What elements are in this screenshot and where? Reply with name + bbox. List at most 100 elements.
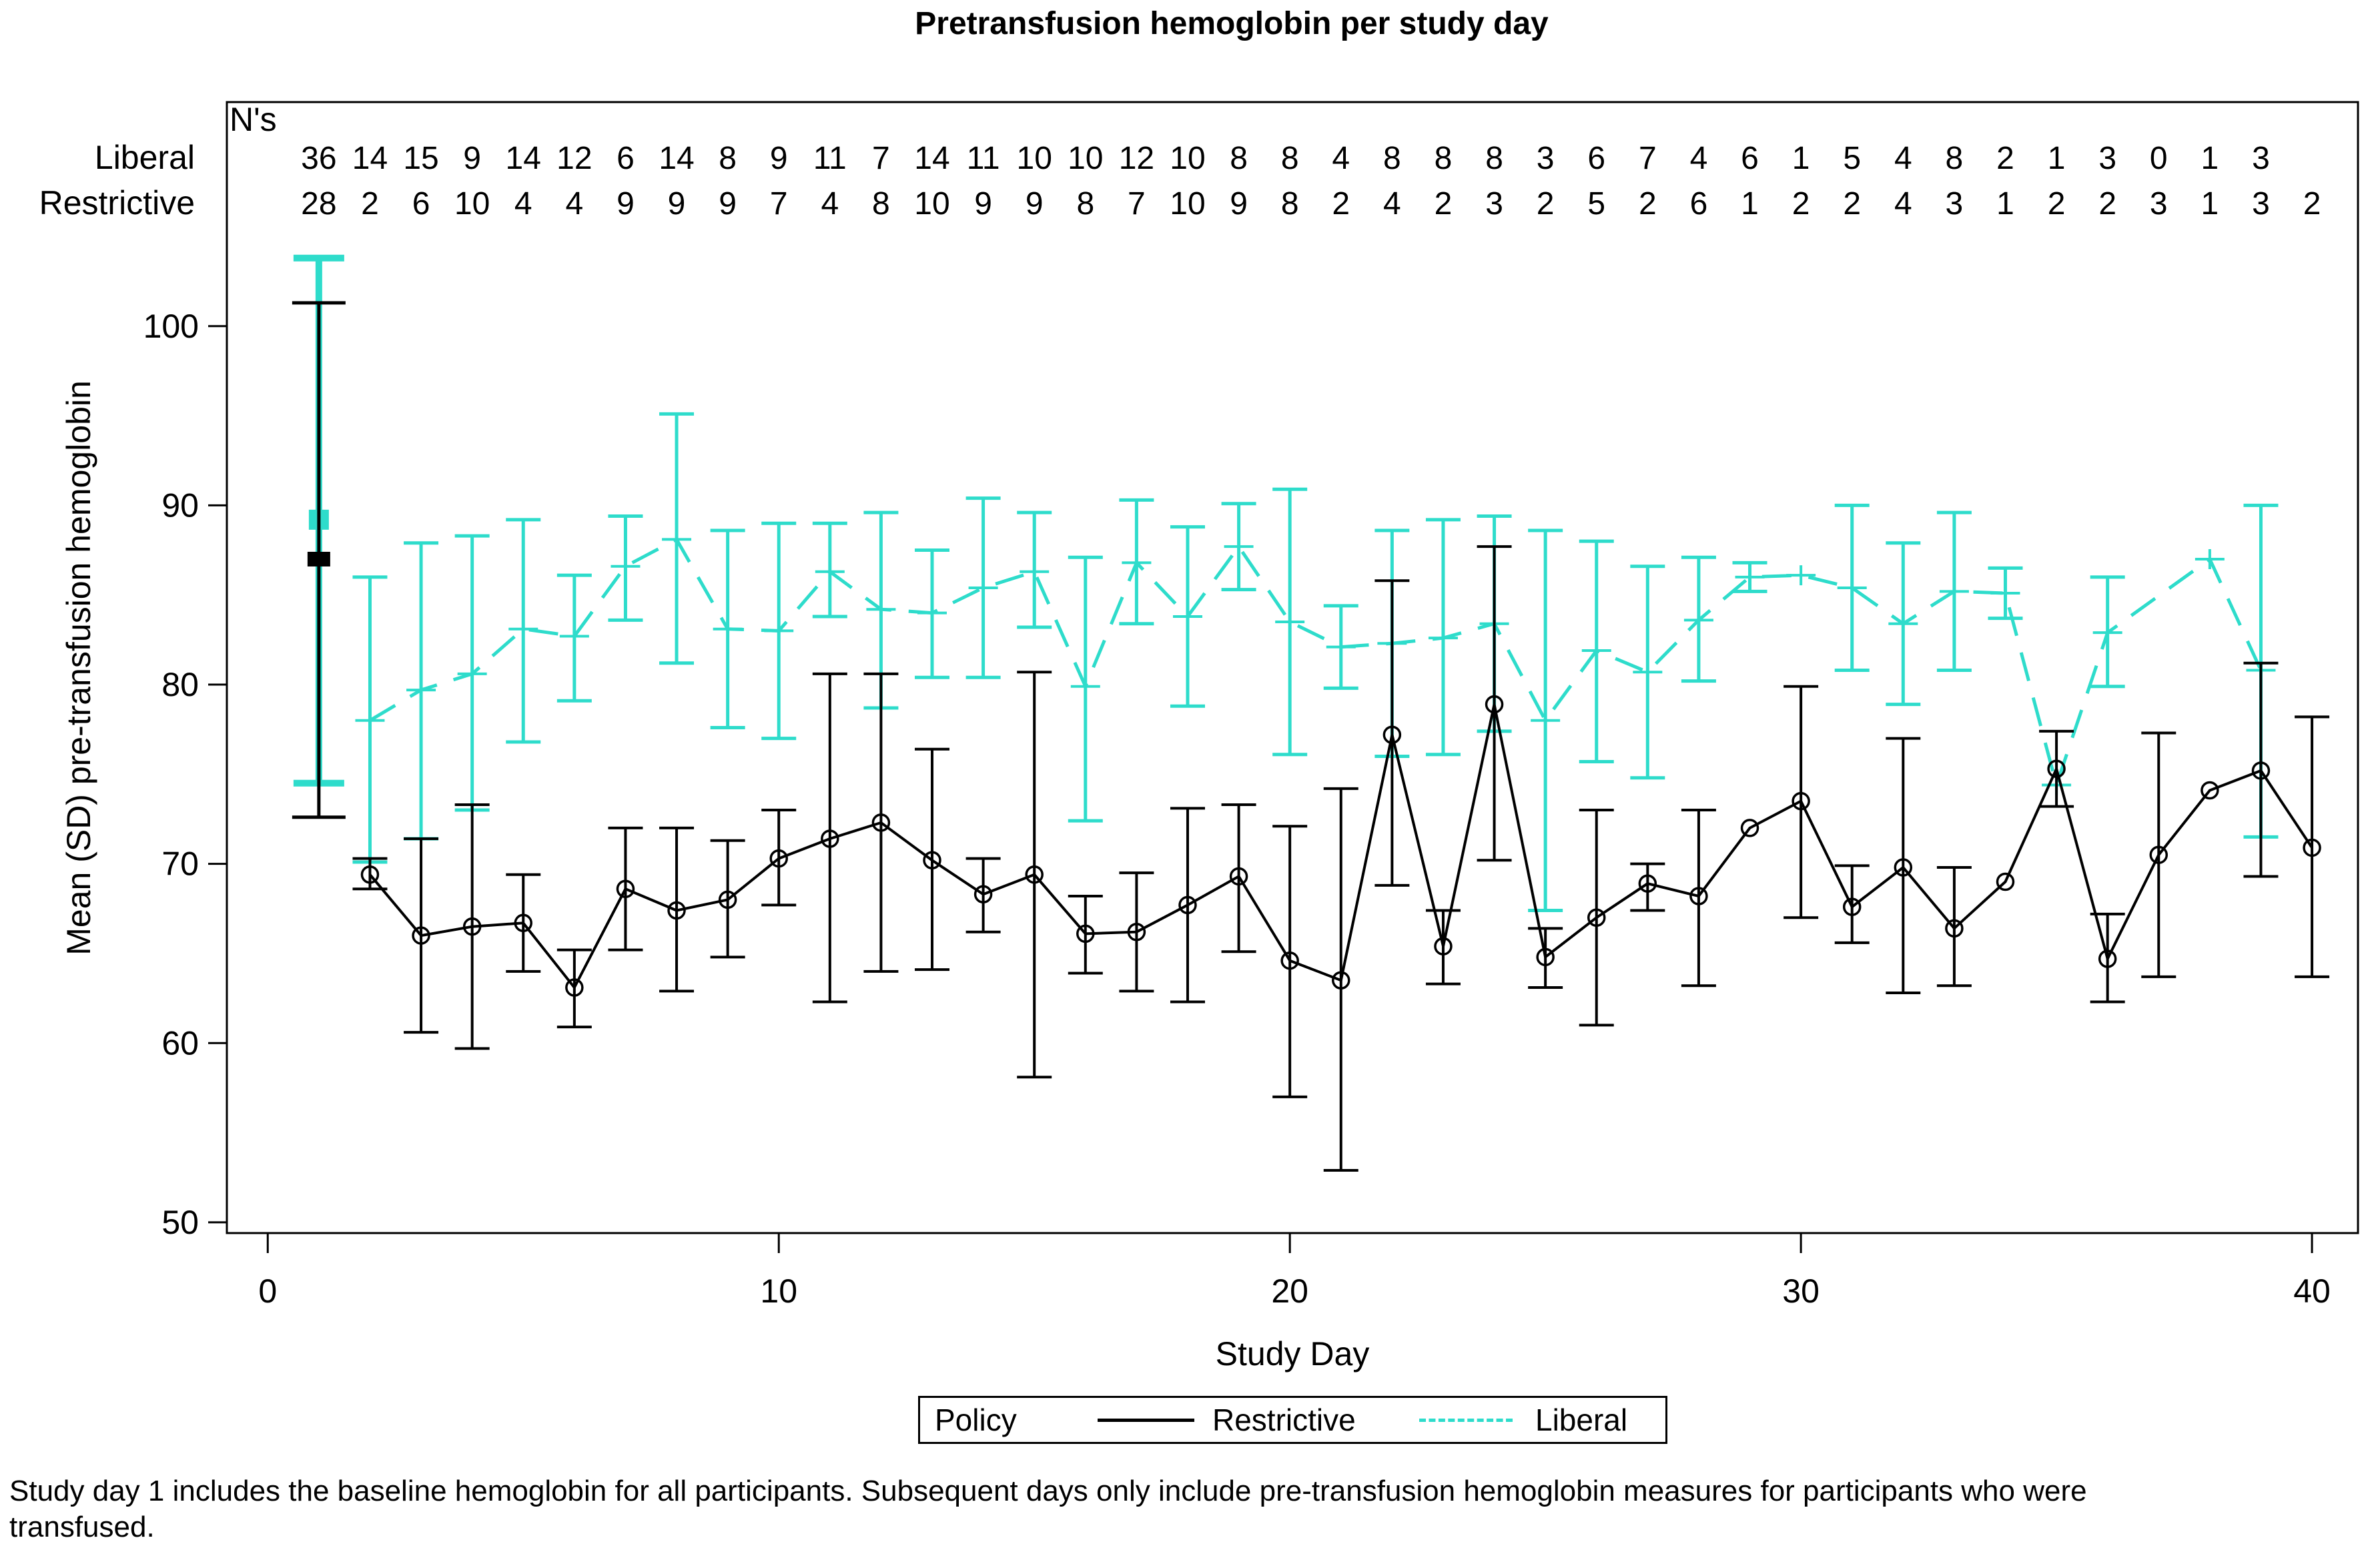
ns-value: 5 (1843, 141, 1861, 176)
baseline-square-marker (307, 551, 330, 566)
error-bar (1374, 579, 1410, 887)
ns-value: 5 (1587, 186, 1605, 222)
ns-value: 9 (668, 186, 686, 222)
mean-marker-circle (1587, 908, 1606, 927)
ns-value: 2 (1639, 186, 1657, 222)
ns-value: 36 (301, 141, 336, 176)
mean-marker-circle (923, 851, 941, 870)
ns-value: 0 (2150, 141, 2168, 176)
ns-value: 8 (1946, 141, 1964, 176)
mean-marker-circle (973, 885, 993, 904)
mean-marker-circle (462, 917, 482, 936)
ns-value: 15 (403, 141, 438, 176)
ns-value: 3 (2098, 141, 2116, 176)
ns-value: 1 (1792, 141, 1810, 176)
y-tick-label: 70 (161, 845, 199, 883)
mean-marker-circle (1332, 971, 1350, 990)
ns-value: 1 (2201, 141, 2219, 176)
mean-marker-circle (514, 913, 532, 933)
ns-value: 11 (967, 141, 1000, 176)
ns-value: 2 (2048, 186, 2066, 222)
series-liberal (293, 254, 2279, 912)
ns-value: 10 (1170, 186, 1205, 222)
ns-value: 10 (1170, 141, 1205, 176)
error-bar (1425, 909, 1461, 986)
footnote: Study day 1 includes the baseline hemogl… (9, 1475, 2087, 1542)
ns-value: 6 (1690, 186, 1708, 222)
ns-value: 7 (1128, 186, 1146, 222)
mean-marker-circle (412, 926, 430, 945)
mean-marker-circle (2201, 781, 2219, 800)
mean-marker-circle (769, 849, 788, 868)
mean-marker-circle (1842, 897, 1862, 916)
mean-marker-circle (1894, 858, 1913, 877)
ns-value: 2 (1843, 186, 1861, 222)
ns-value: 6 (1587, 141, 1605, 176)
ns-header: N's (230, 101, 277, 138)
legend-box: Policy Restrictive Liberal (918, 1396, 1667, 1444)
mean-marker-circle (1178, 895, 1197, 915)
ns-value: 14 (659, 141, 694, 176)
ns-value: 2 (2303, 186, 2321, 222)
ns-value: 2 (1996, 141, 2014, 176)
x-tick-label: 0 (258, 1272, 277, 1310)
mean-marker-circle (1689, 887, 1708, 905)
ns-value: 9 (617, 186, 635, 222)
mean-marker-circle (565, 978, 584, 997)
mean-marker-circle (360, 865, 380, 884)
ns-value: 8 (1230, 141, 1248, 176)
ns-value: 14 (352, 141, 388, 176)
ns-value: 6 (617, 141, 635, 176)
ns-value: 3 (2252, 141, 2270, 176)
ns-value: 8 (1076, 186, 1094, 222)
y-tick-label: 50 (161, 1204, 199, 1241)
x-tick-label: 40 (2293, 1272, 2331, 1310)
ns-value: 4 (1383, 186, 1401, 222)
plot-frame (226, 101, 2359, 1234)
ns-value: 10 (454, 186, 490, 222)
ns-value: 1 (1741, 186, 1759, 222)
ns-value: 10 (1017, 141, 1052, 176)
mean-marker-circle (1485, 695, 1504, 714)
ns-value: 12 (1119, 141, 1154, 176)
mean-marker-circle (1792, 791, 1810, 811)
ns-value: 8 (872, 186, 890, 222)
ns-value: 3 (2150, 186, 2168, 222)
ns-value: 7 (1639, 141, 1657, 176)
y-tick-label: 60 (161, 1024, 199, 1062)
ns-value: 1 (1996, 186, 2014, 222)
chart-title: Pretransfusion hemoglobin per study day (915, 6, 1549, 41)
ns-value: 7 (770, 186, 788, 222)
mean-marker-circle (1536, 947, 1555, 967)
ns-value: 8 (719, 141, 737, 176)
ns-value: 4 (1690, 141, 1708, 176)
ns-value: 1 (2048, 141, 2066, 176)
ns-value: 9 (770, 141, 788, 176)
ns-value: 7 (872, 141, 890, 176)
ns-value: 4 (1894, 186, 1912, 222)
mean-marker-circle (1996, 872, 2015, 891)
ns-value: 8 (1383, 141, 1401, 176)
ns-value: 4 (821, 186, 839, 222)
mean-marker-circle (2303, 838, 2321, 857)
mean-marker-circle (1434, 937, 1453, 955)
mean-marker-circle (871, 813, 891, 832)
x-tick-label: 10 (760, 1272, 797, 1310)
ns-value: 9 (463, 141, 481, 176)
error-bar (1477, 545, 1512, 862)
mean-marker-circle (2098, 949, 2117, 968)
y-tick-label: 90 (161, 486, 199, 524)
ns-value: 14 (914, 141, 949, 176)
ns-value: 2 (1792, 186, 1810, 222)
series-line (368, 704, 2313, 990)
ns-value: 14 (506, 141, 541, 176)
ns-value: 4 (1332, 141, 1350, 176)
ns-value: 9 (974, 186, 992, 222)
ns-value: 28 (301, 186, 336, 222)
legend-title: Policy (935, 1403, 1017, 1437)
error-bar (1886, 737, 1921, 995)
ns-value: 8 (1435, 141, 1453, 176)
mean-marker-circle (1127, 922, 1146, 941)
restrictive-line-sample (1098, 1398, 1194, 1442)
mean-marker-circle (1638, 874, 1657, 893)
